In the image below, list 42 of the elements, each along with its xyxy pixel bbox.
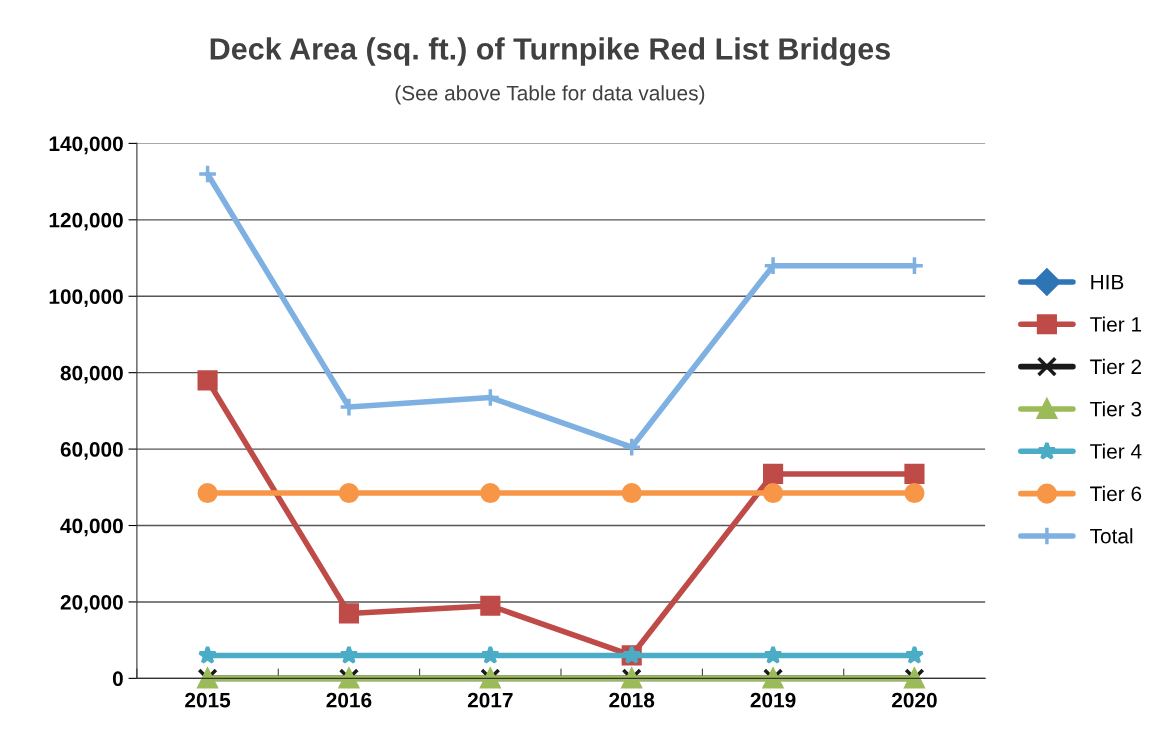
point — [621, 482, 642, 504]
point — [197, 370, 218, 391]
point — [338, 482, 360, 504]
point — [480, 645, 500, 664]
point — [904, 482, 925, 504]
legend-label: Tier 3 — [1090, 401, 1142, 417]
y-tick-label: 100,000 — [49, 289, 123, 308]
point — [763, 482, 784, 504]
point — [763, 645, 783, 664]
point — [763, 463, 784, 484]
chart-subtitle: (See above Table for data values) — [395, 85, 705, 105]
legend-label: HIB — [1091, 274, 1124, 290]
legend-label: Tier 2 — [1090, 358, 1142, 375]
point — [904, 645, 925, 664]
point — [197, 482, 218, 504]
point — [480, 595, 501, 616]
y-tick-label: 80,000 — [60, 365, 123, 384]
x-tick-label: 2020 — [892, 692, 937, 708]
x-tick-label: 2015 — [185, 692, 231, 708]
chart-title: Deck Area (sq. ft.) of Turnpike Red List Bridges — [210, 37, 890, 66]
x-tick-label: 2018 — [609, 692, 655, 708]
y-tick-label: 20,000 — [60, 594, 123, 613]
legend-label: Total — [1090, 528, 1133, 544]
x-tick-label: 2019 — [750, 692, 796, 708]
y-tick-label: 60,000 — [60, 442, 123, 460]
point — [621, 437, 642, 458]
point — [339, 645, 359, 664]
x-tick-label: 2017 — [467, 692, 513, 708]
point — [480, 387, 501, 408]
point — [197, 163, 218, 185]
x-tick-label: 2016 — [326, 692, 372, 708]
point — [338, 603, 360, 624]
y-tick-label: 140,000 — [49, 136, 123, 155]
y-tick-label: 0 — [112, 671, 123, 687]
y-tick-label: 40,000 — [60, 518, 123, 537]
legend-label: Tier 4 — [1090, 443, 1142, 459]
legend-label: Tier 1 — [1090, 316, 1142, 332]
y-tick-label: 120,000 — [49, 212, 123, 231]
point — [480, 482, 501, 504]
point — [904, 463, 925, 484]
point — [197, 645, 218, 664]
legend-label: Tier 6 — [1090, 485, 1142, 502]
